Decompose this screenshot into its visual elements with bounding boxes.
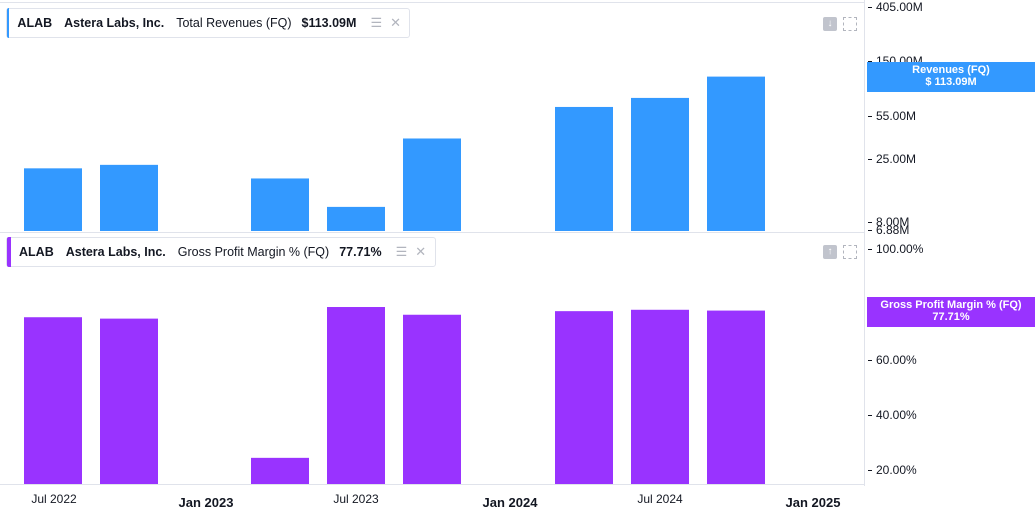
move-down-icon[interactable]: ↓ xyxy=(823,17,837,31)
revenue-bar xyxy=(707,76,765,232)
margin-bar xyxy=(24,317,82,484)
legend-company: Astera Labs, Inc. xyxy=(65,245,166,259)
legend-metric: Gross Profit Margin % (FQ) xyxy=(177,245,330,259)
y-tick: 100.00% xyxy=(868,242,923,256)
margin-bar xyxy=(555,311,613,484)
stack-icon[interactable]: ☰ xyxy=(370,15,383,30)
legend-company: Astera Labs, Inc. xyxy=(64,16,165,30)
margin-bar xyxy=(251,457,309,484)
y-tick: 405.00M xyxy=(868,0,923,14)
maximize-icon[interactable] xyxy=(843,17,857,31)
revenue-bar xyxy=(403,138,461,231)
y-tick: 55.00M xyxy=(868,109,916,123)
x-label: Jan 2025 xyxy=(785,495,841,510)
y-tick: 60.00% xyxy=(868,353,917,367)
legend-value: 77.71% xyxy=(339,245,382,259)
tag-line2: 77.71% xyxy=(932,311,970,323)
stack-icon[interactable]: ☰ xyxy=(395,244,408,259)
revenue-legend[interactable]: ALAB Astera Labs, Inc. Total Revenues (F… xyxy=(6,8,410,38)
legend-metric: Total Revenues (FQ) xyxy=(176,16,292,30)
margin-bar xyxy=(631,309,689,484)
margin-accent xyxy=(7,237,11,267)
x-axis-line xyxy=(0,484,864,485)
y-tick: 6.88M xyxy=(868,223,909,237)
margin-bar xyxy=(403,314,461,484)
revenue-bar xyxy=(24,168,82,231)
y-tick: 25.00M xyxy=(868,152,916,166)
tag-line1: Revenues (FQ) xyxy=(912,64,990,76)
margin-bar xyxy=(327,307,385,484)
revenue-bar xyxy=(251,178,309,231)
move-up-icon[interactable]: ↑ xyxy=(823,245,837,259)
x-label: Jan 2024 xyxy=(482,495,538,510)
x-label: Jul 2023 xyxy=(333,492,379,506)
revenue-bar xyxy=(555,106,613,231)
close-icon[interactable]: ✕ xyxy=(415,244,427,259)
tag-line1: Gross Profit Margin % (FQ) xyxy=(880,299,1022,311)
x-label: Jul 2022 xyxy=(31,492,77,506)
tag-line2: $ 113.09M xyxy=(925,76,977,88)
pane-divider[interactable] xyxy=(0,232,864,233)
margin-bar xyxy=(100,318,158,484)
revenue-accent xyxy=(7,8,10,38)
revenue-value-tag: Revenues (FQ) $ 113.09M xyxy=(867,62,1035,92)
legend-value: $113.09M xyxy=(301,16,357,30)
margin-bar xyxy=(707,310,765,484)
x-label: Jan 2023 xyxy=(178,495,234,510)
revenue-bar xyxy=(327,206,385,231)
revenue-bar xyxy=(100,164,158,231)
revenue-bar xyxy=(631,97,689,231)
maximize-icon[interactable] xyxy=(843,245,857,259)
x-label: Jul 2024 xyxy=(637,492,683,506)
close-icon[interactable]: ✕ xyxy=(390,15,401,30)
y-axis-line xyxy=(864,0,865,486)
legend-symbol[interactable]: ALAB xyxy=(19,245,54,259)
margin-value-tag: Gross Profit Margin % (FQ) 77.71% xyxy=(867,297,1035,327)
legend-symbol[interactable]: ALAB xyxy=(17,16,53,30)
top-border xyxy=(0,2,864,3)
margin-legend[interactable]: ALAB Astera Labs, Inc. Gross Profit Marg… xyxy=(6,237,436,267)
y-tick: 20.00% xyxy=(868,463,917,477)
y-tick: 40.00% xyxy=(868,408,917,422)
y-tick: 8.00M xyxy=(868,215,909,229)
